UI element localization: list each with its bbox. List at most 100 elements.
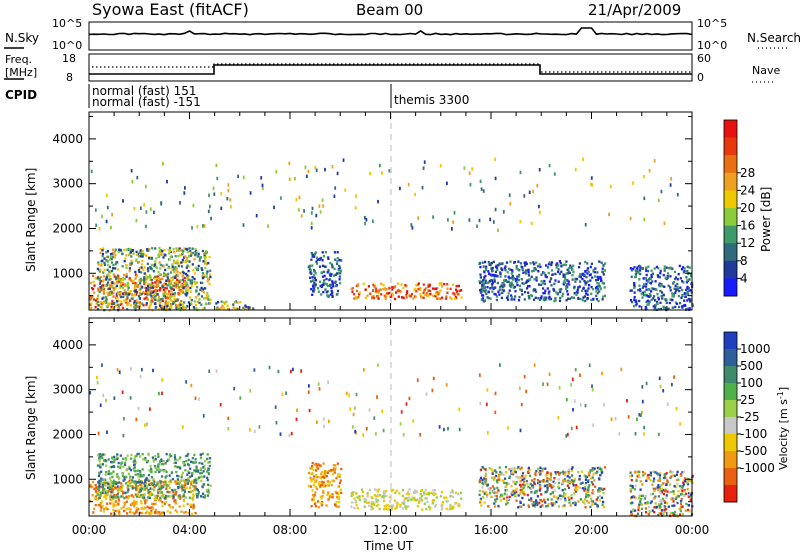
echo-cell (579, 482, 582, 485)
echo-cell (353, 297, 356, 300)
echo-cell (310, 480, 313, 483)
echo-cell (99, 403, 102, 407)
echo-cell (585, 490, 588, 493)
echo-cell (139, 292, 142, 295)
echo-cell (551, 273, 554, 276)
echo-cell (139, 206, 142, 210)
echo-cell (545, 275, 548, 279)
echo-cell (553, 477, 556, 480)
echo-cell (189, 296, 192, 299)
echo-cell (373, 285, 376, 288)
echo-cell (184, 292, 187, 296)
echo-cell (498, 293, 501, 296)
echo-cell (205, 489, 209, 492)
echo-cell (550, 269, 554, 272)
echo-cell (589, 265, 592, 269)
echo-cell (372, 295, 375, 298)
echo-cell (514, 279, 517, 283)
echo-cell (655, 288, 658, 292)
echo-cell (125, 482, 128, 485)
echo-cell (137, 269, 140, 272)
echo-cell (310, 505, 313, 508)
echo-cell (375, 500, 378, 503)
echo-cell (519, 501, 522, 504)
echo-cell (177, 305, 180, 309)
echo-cell (383, 491, 386, 494)
echo-cell (314, 251, 318, 254)
echo-cell (114, 512, 117, 516)
echo-cell (587, 471, 590, 475)
echo-cell (570, 266, 573, 269)
echo-cell (588, 363, 591, 368)
echo-cell (190, 303, 193, 306)
echo-cell (511, 471, 514, 474)
echo-cell (351, 425, 354, 429)
echo-cell (127, 496, 130, 500)
echo-cell (131, 260, 134, 264)
echo-cell (319, 495, 322, 499)
echo-cell (98, 226, 101, 231)
echo-cell (135, 293, 138, 296)
echo-cell (654, 471, 657, 474)
echo-cell (296, 408, 298, 413)
echo-cell (375, 495, 378, 498)
echo-cell (112, 465, 116, 468)
echo-cell (677, 490, 680, 493)
echo-cell (417, 282, 420, 285)
echo-cell (483, 285, 486, 289)
echo-cell (514, 290, 517, 293)
echo-cell (631, 484, 634, 488)
echo-cell (648, 293, 651, 296)
echo-cell (591, 276, 594, 279)
echo-cell (184, 480, 187, 483)
echo-cell (486, 484, 489, 487)
echo-cell (375, 498, 378, 501)
echo-cell (310, 485, 313, 488)
echo-cell (89, 296, 93, 299)
cpid-entry-1: normal (fast) 151 (92, 84, 196, 98)
echo-cell (208, 369, 211, 373)
colorbar-segment (724, 434, 737, 452)
echo-cell (418, 498, 422, 501)
echo-cell (321, 495, 324, 498)
echo-cell (130, 453, 133, 457)
echo-cell (523, 261, 526, 264)
echo-cell (125, 266, 128, 270)
echo-cell (249, 428, 251, 432)
echo-cell (676, 478, 679, 482)
echo-cell (182, 484, 185, 487)
echo-cell (123, 461, 127, 464)
echo-cell (599, 275, 602, 279)
echo-cell (489, 487, 492, 490)
echo-cell (663, 285, 666, 288)
echo-cell (327, 294, 331, 297)
echo-cell (181, 275, 184, 278)
echo-cell (184, 289, 188, 292)
echo-cell (98, 482, 101, 486)
echo-cell (157, 284, 160, 287)
echo-cell (460, 296, 463, 299)
echo-cell (426, 500, 429, 504)
echo-cell (494, 391, 497, 396)
echo-cell (566, 283, 569, 286)
echo-cell (671, 298, 674, 302)
echo-cell (505, 499, 508, 503)
velocity-colorbar-label: Velocity [m s-1] (776, 387, 790, 470)
echo-cell (318, 265, 322, 268)
echo-cell (637, 505, 640, 509)
echo-cell (402, 286, 405, 290)
echo-cell (534, 268, 538, 271)
echo-cell (140, 263, 144, 266)
echo-cell (105, 506, 108, 509)
echo-cell (584, 495, 588, 499)
echo-cell (213, 192, 216, 196)
echo-cell (687, 297, 690, 301)
echo-cell (541, 504, 544, 507)
echo-cell (110, 487, 113, 490)
echo-cell (309, 271, 312, 274)
echo-cell (403, 499, 406, 502)
echo-cell (651, 483, 654, 486)
echo-cell (123, 278, 126, 281)
echo-cell (526, 470, 530, 474)
